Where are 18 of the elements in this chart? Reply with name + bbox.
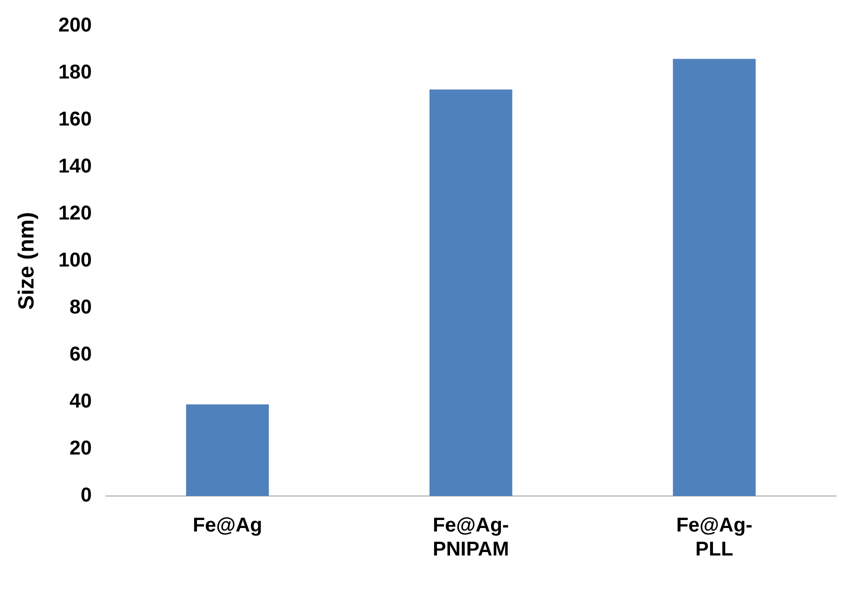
- y-tick-label: 140: [58, 156, 92, 178]
- y-tick-label: 200: [58, 14, 92, 37]
- bar: [672, 58, 756, 496]
- y-tick-label: 40: [70, 390, 92, 413]
- x-tick-label: Fe@Ag-PNIPAM: [432, 514, 510, 561]
- bar: [186, 404, 269, 496]
- y-tick-label: 20: [70, 438, 92, 460]
- y-tick-label: 80: [70, 296, 92, 319]
- x-tick-label: Fe@Ag-PLL: [676, 514, 752, 561]
- y-tick-label: 120: [58, 202, 92, 225]
- y-tick-label: 0: [80, 484, 92, 507]
- y-tick-label: 180: [58, 62, 92, 84]
- y-tick-label: 160: [58, 108, 92, 131]
- y-axis-title: Size (nm): [13, 212, 38, 310]
- bar: [430, 89, 512, 496]
- x-tick-label: Fe@Ag: [192, 514, 262, 537]
- y-tick-label: 100: [58, 250, 92, 272]
- y-tick-label: 60: [70, 344, 92, 366]
